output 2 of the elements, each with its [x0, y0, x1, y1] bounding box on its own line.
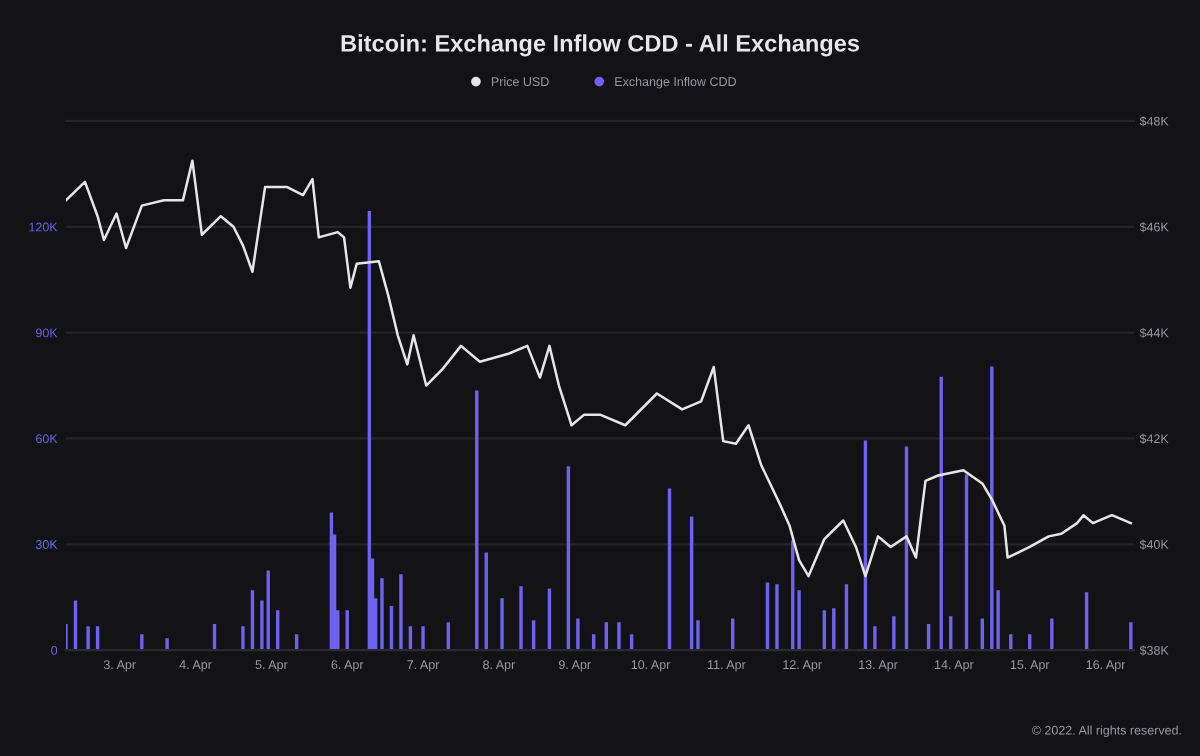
chart-title: Bitcoin: Exchange Inflow CDD - All Exchanges: [341, 34, 860, 57]
line-series: [66, 159, 1133, 578]
